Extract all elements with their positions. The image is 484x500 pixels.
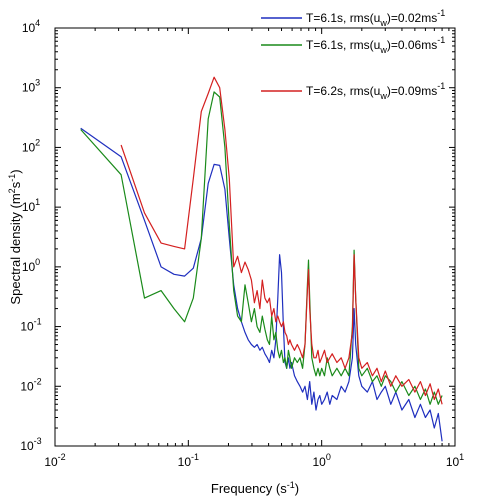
series-line-3 [120, 76, 443, 405]
x-axis-label: Frequency (s-1) [211, 480, 299, 496]
series-line-2 [80, 91, 443, 405]
x-tick-label: 101 [446, 452, 464, 469]
legend-label-1: T=6.1s, rms(uw)=0.02ms-1 [306, 8, 445, 28]
x-tick-label: 100 [312, 452, 330, 469]
series-lines [80, 76, 443, 442]
y-tick-label: 100 [22, 257, 40, 274]
legend-label-3: T=6.2s, rms(uw)=0.09ms-1 [306, 81, 445, 101]
y-tick-label: 10-3 [20, 436, 41, 453]
y-tick-label: 102 [22, 137, 40, 154]
y-tick-label: 10-1 [20, 317, 41, 334]
x-tick-label: 10-2 [44, 452, 65, 469]
y-tick-label: 103 [22, 78, 40, 95]
y-tick-label: 101 [22, 197, 40, 214]
legend: T=6.1s, rms(uw)=0.02ms-1 T=6.1s, rms(uw)=… [261, 8, 445, 101]
plot-frame [54, 27, 456, 447]
y-tick-label: 104 [22, 18, 40, 35]
legend-label-2: T=6.1s, rms(uw)=0.06ms-1 [306, 35, 445, 55]
y-axis-label: Spectral density (m2s-1) [7, 169, 23, 304]
y-tick-label: 10-2 [20, 376, 41, 393]
series-line-1 [80, 127, 443, 442]
x-tick-label: 10-1 [178, 452, 199, 469]
